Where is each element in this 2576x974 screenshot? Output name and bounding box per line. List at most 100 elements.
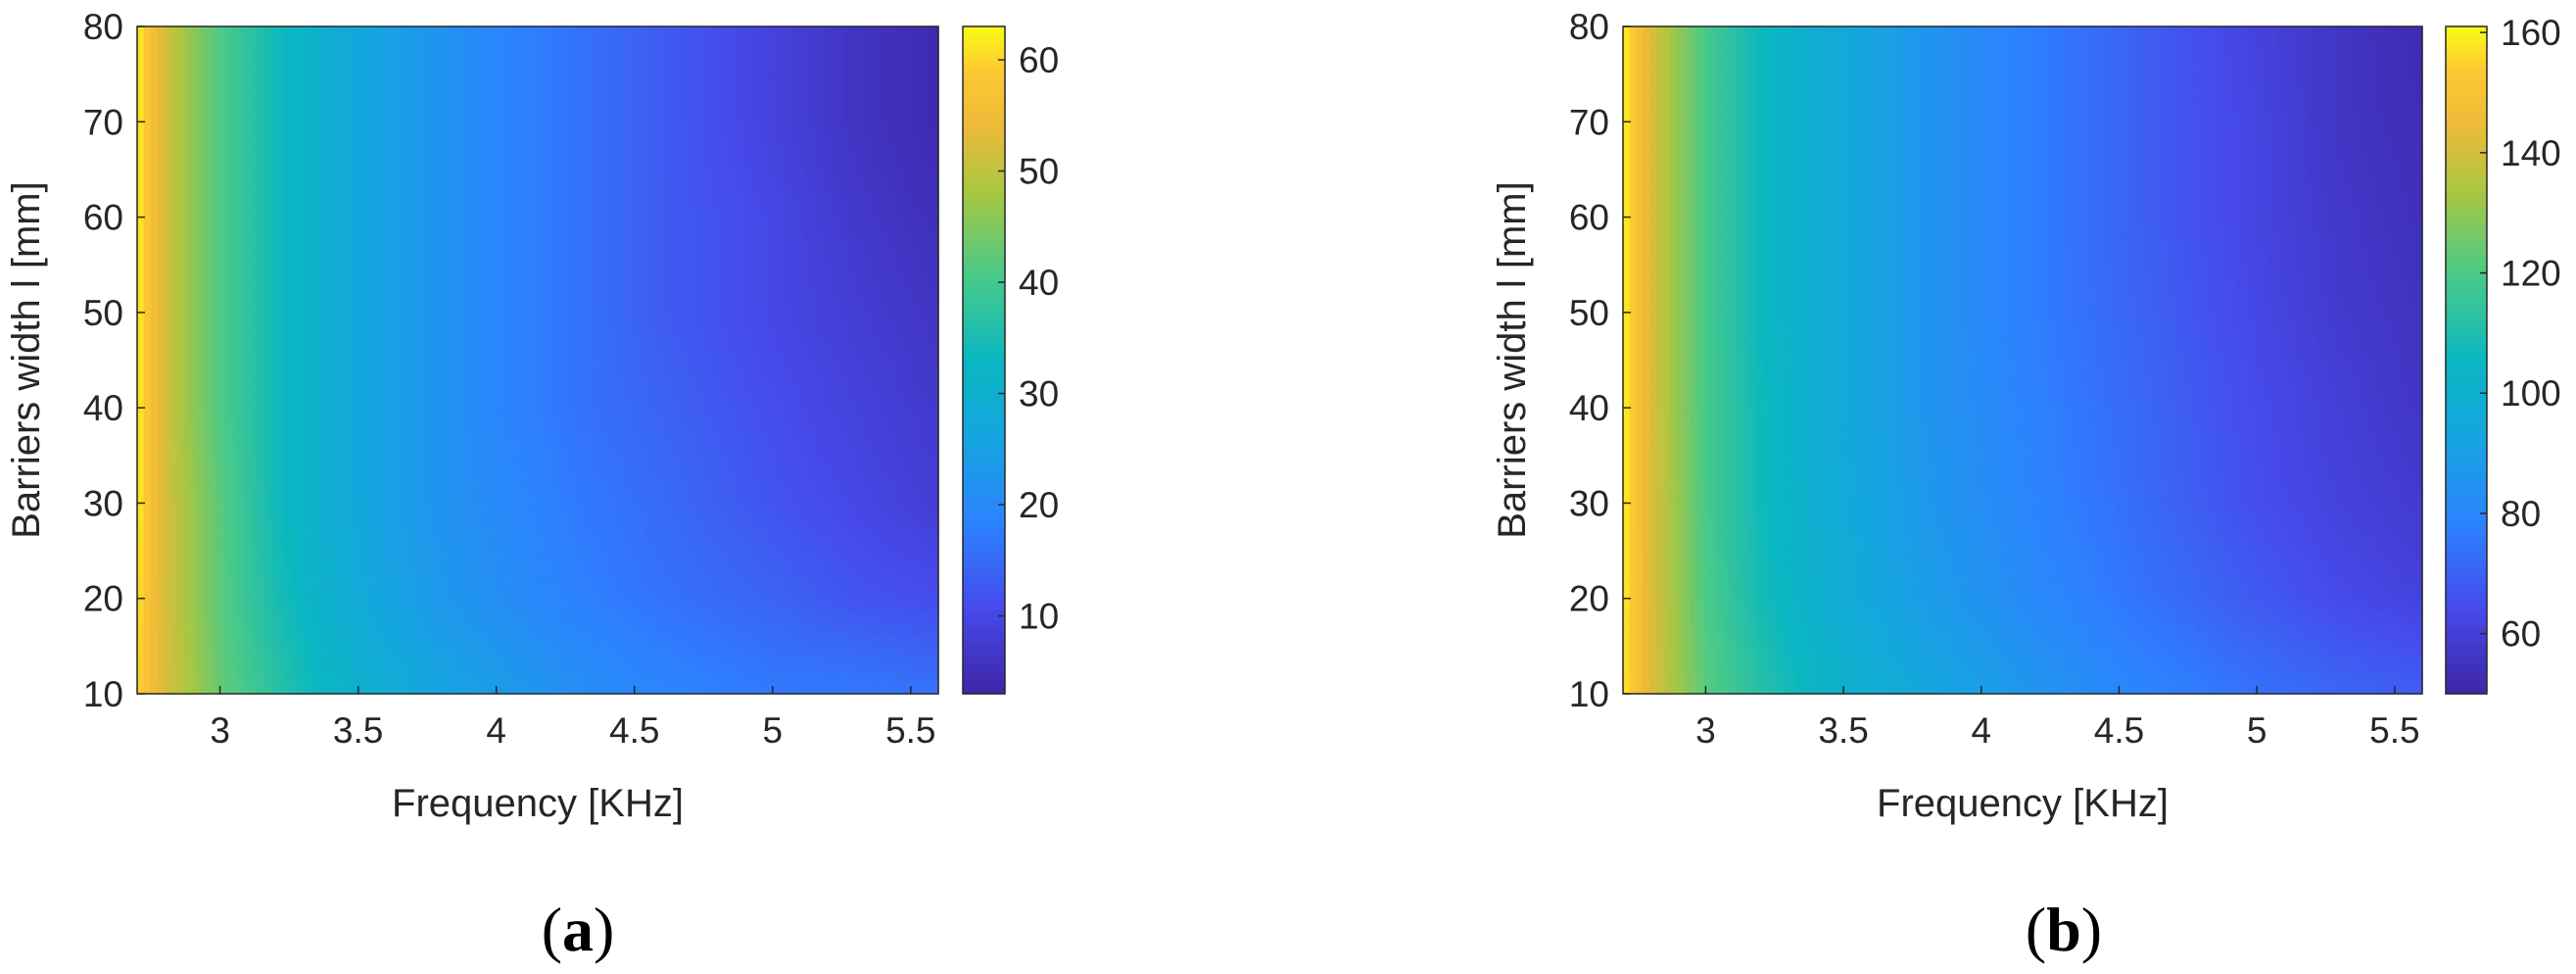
heatmap-cell: [330, 491, 339, 505]
heatmap-cell: [678, 26, 686, 39]
heatmap-cell: [931, 324, 939, 337]
heatmap-cell: [878, 336, 886, 349]
heatmap-cell: [531, 38, 539, 51]
heatmap-cell: [704, 324, 712, 337]
heatmap-cell: [464, 408, 472, 420]
heatmap-cell: [190, 169, 198, 182]
heatmap-cell: [384, 443, 392, 457]
heatmap-cell: [797, 228, 806, 242]
heatmap-cell: [183, 73, 192, 87]
heatmap-cell: [210, 288, 218, 302]
heatmap-cell: [724, 38, 733, 51]
heatmap-cell: [697, 110, 706, 122]
heatmap-cell: [851, 205, 859, 219]
heatmap-cell: [791, 408, 799, 420]
heatmap-cell: [871, 466, 880, 480]
heatmap-cell: [344, 455, 352, 468]
heatmap-cell: [684, 217, 692, 230]
heatmap-cell: [363, 371, 372, 385]
heatmap-cell: [844, 133, 852, 147]
heatmap-cell: [250, 276, 259, 290]
heatmap-cell: [624, 431, 633, 445]
heatmap-cell: [190, 181, 198, 194]
heatmap-cell: [330, 97, 339, 111]
heatmap-cell: [577, 265, 586, 277]
heatmap-cell: [531, 50, 539, 64]
heatmap-cell: [304, 408, 311, 420]
heatmap-cell: [531, 217, 539, 230]
heatmap-cell: [878, 324, 886, 337]
heatmap-cell: [491, 205, 499, 219]
heatmap-cell: [831, 217, 839, 230]
heatmap-cell: [865, 443, 873, 457]
heatmap-cell: [918, 312, 926, 325]
heatmap-cell: [157, 157, 165, 170]
heatmap-cell: [604, 26, 612, 39]
heatmap-cell: [865, 431, 873, 445]
heatmap-cell: [718, 73, 726, 87]
heatmap-cell: [370, 253, 378, 266]
heatmap-cell: [718, 169, 726, 182]
heatmap-cell: [310, 479, 318, 492]
heatmap-cell: [457, 276, 465, 290]
heatmap-cell: [538, 408, 546, 420]
heatmap-cell: [697, 228, 706, 242]
heatmap-cell: [297, 324, 306, 337]
heatmap-cell: [503, 348, 512, 362]
heatmap-cell: [317, 122, 325, 135]
heatmap-cell: [524, 443, 532, 457]
heatmap-cell: [170, 408, 178, 420]
heatmap-cell: [671, 253, 679, 266]
heatmap-cell: [564, 503, 572, 516]
heatmap-cell: [216, 97, 225, 111]
heatmap-cell: [137, 85, 145, 99]
heatmap-cell: [564, 312, 572, 325]
heatmap-cell: [584, 431, 593, 445]
heatmap-cell: [503, 193, 512, 207]
heatmap-cell: [230, 181, 238, 194]
heatmap-cell: [391, 133, 399, 147]
heatmap-cell: [270, 145, 278, 159]
heatmap-cell: [871, 38, 880, 51]
heatmap-cell: [771, 181, 779, 194]
heatmap-cell: [931, 110, 939, 122]
heatmap-cell: [430, 85, 439, 99]
heatmap-cell: [704, 288, 712, 302]
heatmap-cell: [250, 97, 259, 111]
heatmap-cell: [397, 276, 405, 290]
heatmap-cell: [911, 217, 920, 230]
heatmap-cell: [604, 38, 612, 51]
heatmap-cell: [898, 503, 906, 516]
heatmap-cell: [164, 455, 171, 468]
heatmap-cell: [638, 491, 645, 505]
heatmap-cell: [277, 300, 285, 314]
heatmap-cell: [757, 324, 766, 337]
heatmap-cell: [557, 217, 565, 230]
heatmap-cell: [143, 38, 152, 51]
heatmap-cell: [170, 145, 178, 159]
heatmap-cell: [785, 169, 792, 182]
heatmap-cell: [657, 169, 666, 182]
heatmap-cell: [477, 431, 486, 445]
heatmap-cell: [183, 145, 192, 159]
heatmap-cell: [771, 408, 779, 420]
heatmap-cell: [524, 455, 532, 468]
heatmap-cell: [290, 73, 299, 87]
heatmap-cell: [323, 383, 332, 397]
heatmap-cell: [604, 312, 612, 325]
heatmap-cell: [778, 288, 786, 302]
heatmap-cell: [591, 503, 598, 516]
heatmap-cell: [223, 336, 232, 349]
heatmap-cell: [644, 62, 652, 75]
heatmap-cell: [577, 205, 586, 219]
heatmap-cell: [757, 431, 766, 445]
heatmap-cell: [837, 288, 846, 302]
heatmap-cell: [170, 228, 178, 242]
heatmap-cell: [210, 253, 218, 266]
heatmap-cell: [317, 157, 325, 170]
heatmap-cell: [884, 265, 892, 277]
heatmap-cell: [898, 360, 906, 373]
heatmap-cell: [724, 133, 733, 147]
heatmap-cell: [610, 253, 619, 266]
heatmap-cell: [731, 169, 739, 182]
